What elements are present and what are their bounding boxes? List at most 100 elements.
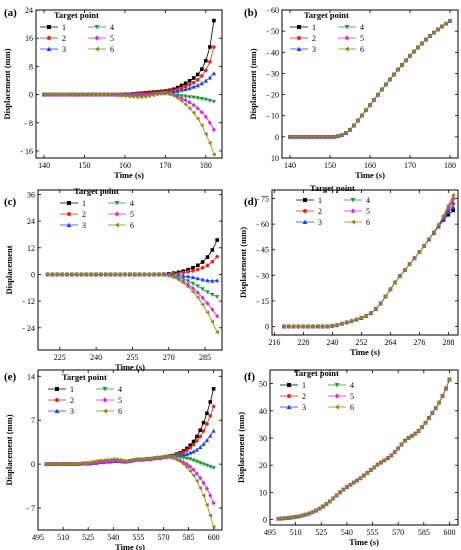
data-point-series-5 — [181, 278, 186, 284]
data-point-series-6 — [383, 294, 388, 299]
data-point-series-6 — [378, 460, 383, 465]
data-point-series-4 — [191, 458, 196, 463]
data-point-series-6 — [86, 92, 91, 97]
data-point-series-6 — [113, 272, 118, 277]
data-point-series-6 — [310, 510, 315, 515]
data-point-series-6 — [307, 134, 312, 140]
x-tick-label: 285 — [199, 353, 211, 362]
data-point-series-6 — [431, 30, 436, 35]
y-tick-label: - 7 — [26, 504, 35, 513]
data-point-series-5 — [201, 480, 206, 486]
x-tick-label: 264 — [384, 338, 396, 347]
data-point-series-6 — [397, 273, 402, 279]
data-point-series-1 — [195, 72, 200, 77]
data-point-series-5 — [203, 114, 208, 120]
data-point-series-6 — [359, 113, 364, 118]
legend-label: 2 — [62, 34, 66, 43]
data-point-series-4 — [207, 98, 213, 103]
data-point-series-6 — [335, 322, 340, 328]
data-point-series-6 — [391, 72, 396, 77]
data-point-series-6 — [98, 92, 103, 97]
data-point-series-6 — [69, 272, 74, 277]
data-point-series-4 — [203, 97, 208, 102]
y-axis-label: Displacement (mm) — [236, 412, 246, 483]
x-tick-label: 240 — [90, 353, 102, 362]
data-point-series-6 — [319, 134, 324, 140]
data-point-series-4 — [214, 295, 220, 300]
series-line-1 — [284, 210, 454, 327]
x-tick-label: 555 — [367, 528, 379, 537]
legend: Target point 1 2 3 4 5 6 — [296, 183, 370, 227]
data-point-series-5 — [199, 109, 204, 115]
data-point-series-3 — [175, 88, 180, 93]
y-axis-label: Displacement (mm) — [248, 48, 258, 119]
legend-label: 1 — [82, 199, 86, 208]
data-point-series-1 — [210, 248, 215, 252]
data-point-series-6 — [60, 272, 65, 277]
x-tick-label: 140 — [284, 161, 296, 170]
data-point-series-6 — [375, 462, 380, 467]
data-point-series-6 — [93, 272, 98, 277]
legend-marker — [67, 201, 71, 205]
data-point-series-6 — [70, 92, 75, 97]
series-group — [276, 377, 452, 522]
data-point-series-6 — [147, 272, 152, 277]
data-point-series-6 — [41, 92, 46, 97]
data-point-series-6 — [423, 420, 428, 425]
y-tick-label: 36 — [27, 190, 35, 199]
y-tick-label: - 15 — [256, 297, 269, 306]
data-point-series-6 — [62, 92, 67, 97]
data-point-series-6 — [430, 410, 435, 416]
data-point-series-6 — [127, 272, 132, 277]
data-point-series-6 — [283, 516, 288, 521]
y-tick-label: - 75 — [256, 195, 269, 204]
data-point-series-6 — [54, 92, 59, 97]
data-point-series-4 — [181, 456, 186, 461]
data-point-series-1 — [451, 208, 455, 213]
series-line-5 — [47, 273, 218, 317]
x-tick-label: 240 — [326, 338, 338, 347]
legend-marker — [102, 387, 108, 392]
data-point-series-4 — [191, 95, 196, 100]
data-point-series-6 — [81, 461, 85, 466]
data-point-series-6 — [163, 90, 168, 95]
legend-label: 5 — [118, 396, 122, 405]
data-point-series-5 — [211, 127, 216, 133]
data-point-series-6 — [151, 92, 156, 98]
data-point-series-6 — [291, 134, 296, 140]
plot-frame — [37, 189, 223, 351]
data-point-series-5 — [190, 285, 195, 291]
data-point-series-6 — [110, 92, 115, 98]
data-point-series-6 — [161, 272, 166, 278]
legend-marker — [287, 383, 291, 387]
data-point-series-6 — [320, 324, 325, 329]
data-point-series-6 — [124, 458, 129, 464]
data-point-series-6 — [126, 94, 131, 99]
data-point-series-6 — [167, 91, 172, 97]
x-tick-label: 288 — [442, 338, 454, 347]
data-point-series-6 — [347, 127, 352, 133]
x-tick-label: 160 — [119, 161, 131, 170]
data-point-series-6 — [181, 280, 186, 286]
data-point-series-5 — [188, 464, 193, 469]
data-point-series-6 — [185, 284, 190, 290]
legend-title: Target point — [62, 372, 107, 382]
data-point-series-6 — [174, 457, 179, 462]
data-point-series-3 — [446, 210, 451, 214]
data-point-series-1 — [212, 18, 216, 23]
y-tick-label: 14 — [27, 372, 35, 381]
data-point-series-6 — [351, 480, 356, 485]
data-point-series-2 — [215, 254, 219, 259]
data-point-series-6 — [367, 102, 372, 108]
plot-frame — [35, 9, 223, 159]
data-point-series-6 — [293, 514, 298, 520]
data-point-series-6 — [315, 134, 320, 140]
data-point-series-6 — [175, 95, 180, 101]
x-tick-label: 276 — [413, 338, 425, 347]
data-point-series-6 — [91, 459, 95, 464]
data-point-series-1 — [205, 255, 210, 259]
data-point-series-6 — [137, 456, 142, 462]
data-point-series-6 — [147, 93, 152, 99]
data-point-series-6 — [307, 511, 312, 516]
legend: Target point 1 2 3 4 5 6 — [280, 368, 354, 412]
